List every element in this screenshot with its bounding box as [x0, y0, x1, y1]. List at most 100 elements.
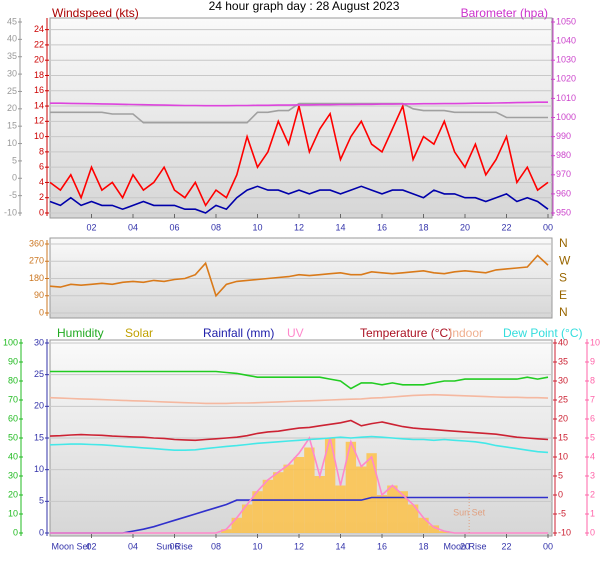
tick-label: 30	[34, 337, 44, 347]
tick-label: 15	[558, 432, 568, 442]
tick-label: 970	[556, 169, 571, 179]
tick-label: 180	[29, 273, 44, 283]
x-tick-label: 02	[86, 541, 96, 551]
tick-label: 6	[39, 162, 44, 172]
series-line	[50, 102, 548, 124]
series-line	[50, 436, 548, 534]
tick-label: 45	[7, 16, 17, 26]
tick-label: 1030	[556, 55, 576, 65]
tick-label: 60	[8, 413, 18, 423]
tick-label: 14	[34, 100, 44, 110]
solar-bar	[407, 504, 419, 533]
tick-label: 950	[556, 207, 571, 217]
event-label: Sun Set	[453, 507, 486, 517]
chart-title: 24 hour graph day : 28 August 2023	[209, 0, 400, 13]
x-tick-label: 12	[294, 222, 304, 232]
series-line	[49, 393, 549, 405]
tick-label: 22	[34, 39, 44, 49]
solar-bar	[366, 453, 377, 533]
solar-bar	[324, 438, 336, 533]
legend-entry: UV	[287, 326, 304, 340]
tick-label: 35	[558, 356, 568, 366]
tick-label: 5	[558, 470, 563, 480]
legend-entry: Dew Point (°C)	[503, 326, 582, 340]
tick-label: 3	[590, 470, 595, 480]
tick-label: 960	[556, 188, 571, 198]
x-tick-label: 12	[294, 541, 304, 551]
tick-label: 10	[34, 464, 44, 474]
tick-label: 990	[556, 131, 571, 141]
tick-label: 18	[34, 70, 44, 80]
tick-label: 360	[29, 238, 44, 248]
solar-bar	[387, 485, 398, 533]
tick-label: -5	[9, 190, 17, 200]
x-tick-label: 10	[252, 222, 262, 232]
solar-bar	[428, 525, 440, 533]
x-tick-label: 06	[169, 541, 179, 551]
x-tick-label: 00	[543, 541, 553, 551]
tick-label: 7	[590, 394, 595, 404]
tick-label: S	[559, 271, 567, 285]
tick-label: 10	[7, 138, 17, 148]
solar-bar	[376, 495, 388, 533]
solar-bar	[345, 441, 357, 533]
tick-label: 16	[34, 85, 44, 95]
solar-bar	[397, 491, 408, 533]
tick-label: 8	[39, 146, 44, 156]
x-tick-label: 22	[501, 222, 511, 232]
tick-label: 25	[558, 394, 568, 404]
event-label: Moon Rise	[443, 541, 486, 551]
solar-bar	[418, 517, 429, 533]
tick-label: 24	[34, 24, 44, 34]
tick-label: 10	[590, 337, 600, 347]
tick-label: 10	[558, 451, 568, 461]
tick-label: 90	[8, 356, 18, 366]
tick-label: 30	[558, 375, 568, 385]
tick-label: 100	[3, 337, 18, 347]
x-tick-label: 16	[377, 541, 387, 551]
tick-label: 8	[590, 375, 595, 385]
tick-label: 9	[590, 356, 595, 366]
tick-label: 5	[39, 496, 44, 506]
x-tick-label: 04	[128, 541, 138, 551]
legend-entry: Humidity	[57, 326, 104, 340]
x-tick-label: 18	[418, 222, 428, 232]
tick-label: 0	[13, 527, 18, 537]
tick-label: 1000	[556, 112, 576, 122]
tick-label: 1040	[556, 35, 576, 45]
series-line	[50, 370, 549, 390]
tick-label: 30	[7, 68, 17, 78]
tick-label: -10	[4, 207, 17, 217]
tick-label: 40	[8, 451, 18, 461]
event-label: Moon Set	[51, 541, 90, 551]
tick-label: 20	[7, 103, 17, 113]
solar-bar	[439, 531, 450, 533]
tick-label: 80	[8, 375, 18, 385]
solar-bar	[241, 504, 253, 533]
tick-label: 20	[558, 413, 568, 423]
tick-label: 6	[590, 413, 595, 423]
tick-label: 1	[590, 508, 595, 518]
legend-entry: Temperature (°C)	[360, 326, 452, 340]
legend-entry: Rainfall (mm)	[203, 326, 274, 340]
x-tick-label: 06	[169, 222, 179, 232]
x-tick-label: 20	[460, 541, 470, 551]
x-tick-label: 02	[86, 222, 96, 232]
series-line	[49, 254, 549, 298]
x-tick-label: 16	[377, 222, 387, 232]
series-line	[49, 185, 549, 214]
x-tick-label: 18	[418, 541, 428, 551]
tick-label: 35	[7, 51, 17, 61]
tick-label: -10	[558, 527, 571, 537]
tick-label: 0	[558, 489, 563, 499]
solar-bar	[252, 491, 263, 533]
x-tick-label: 00	[543, 222, 553, 232]
tick-label: 1010	[556, 93, 576, 103]
solar-bar	[273, 472, 284, 533]
solar-bar	[262, 479, 274, 533]
solar-bar	[221, 529, 232, 533]
tick-label: 0	[12, 173, 17, 183]
tick-label: 30	[8, 470, 18, 480]
tick-label: 10	[34, 131, 44, 141]
